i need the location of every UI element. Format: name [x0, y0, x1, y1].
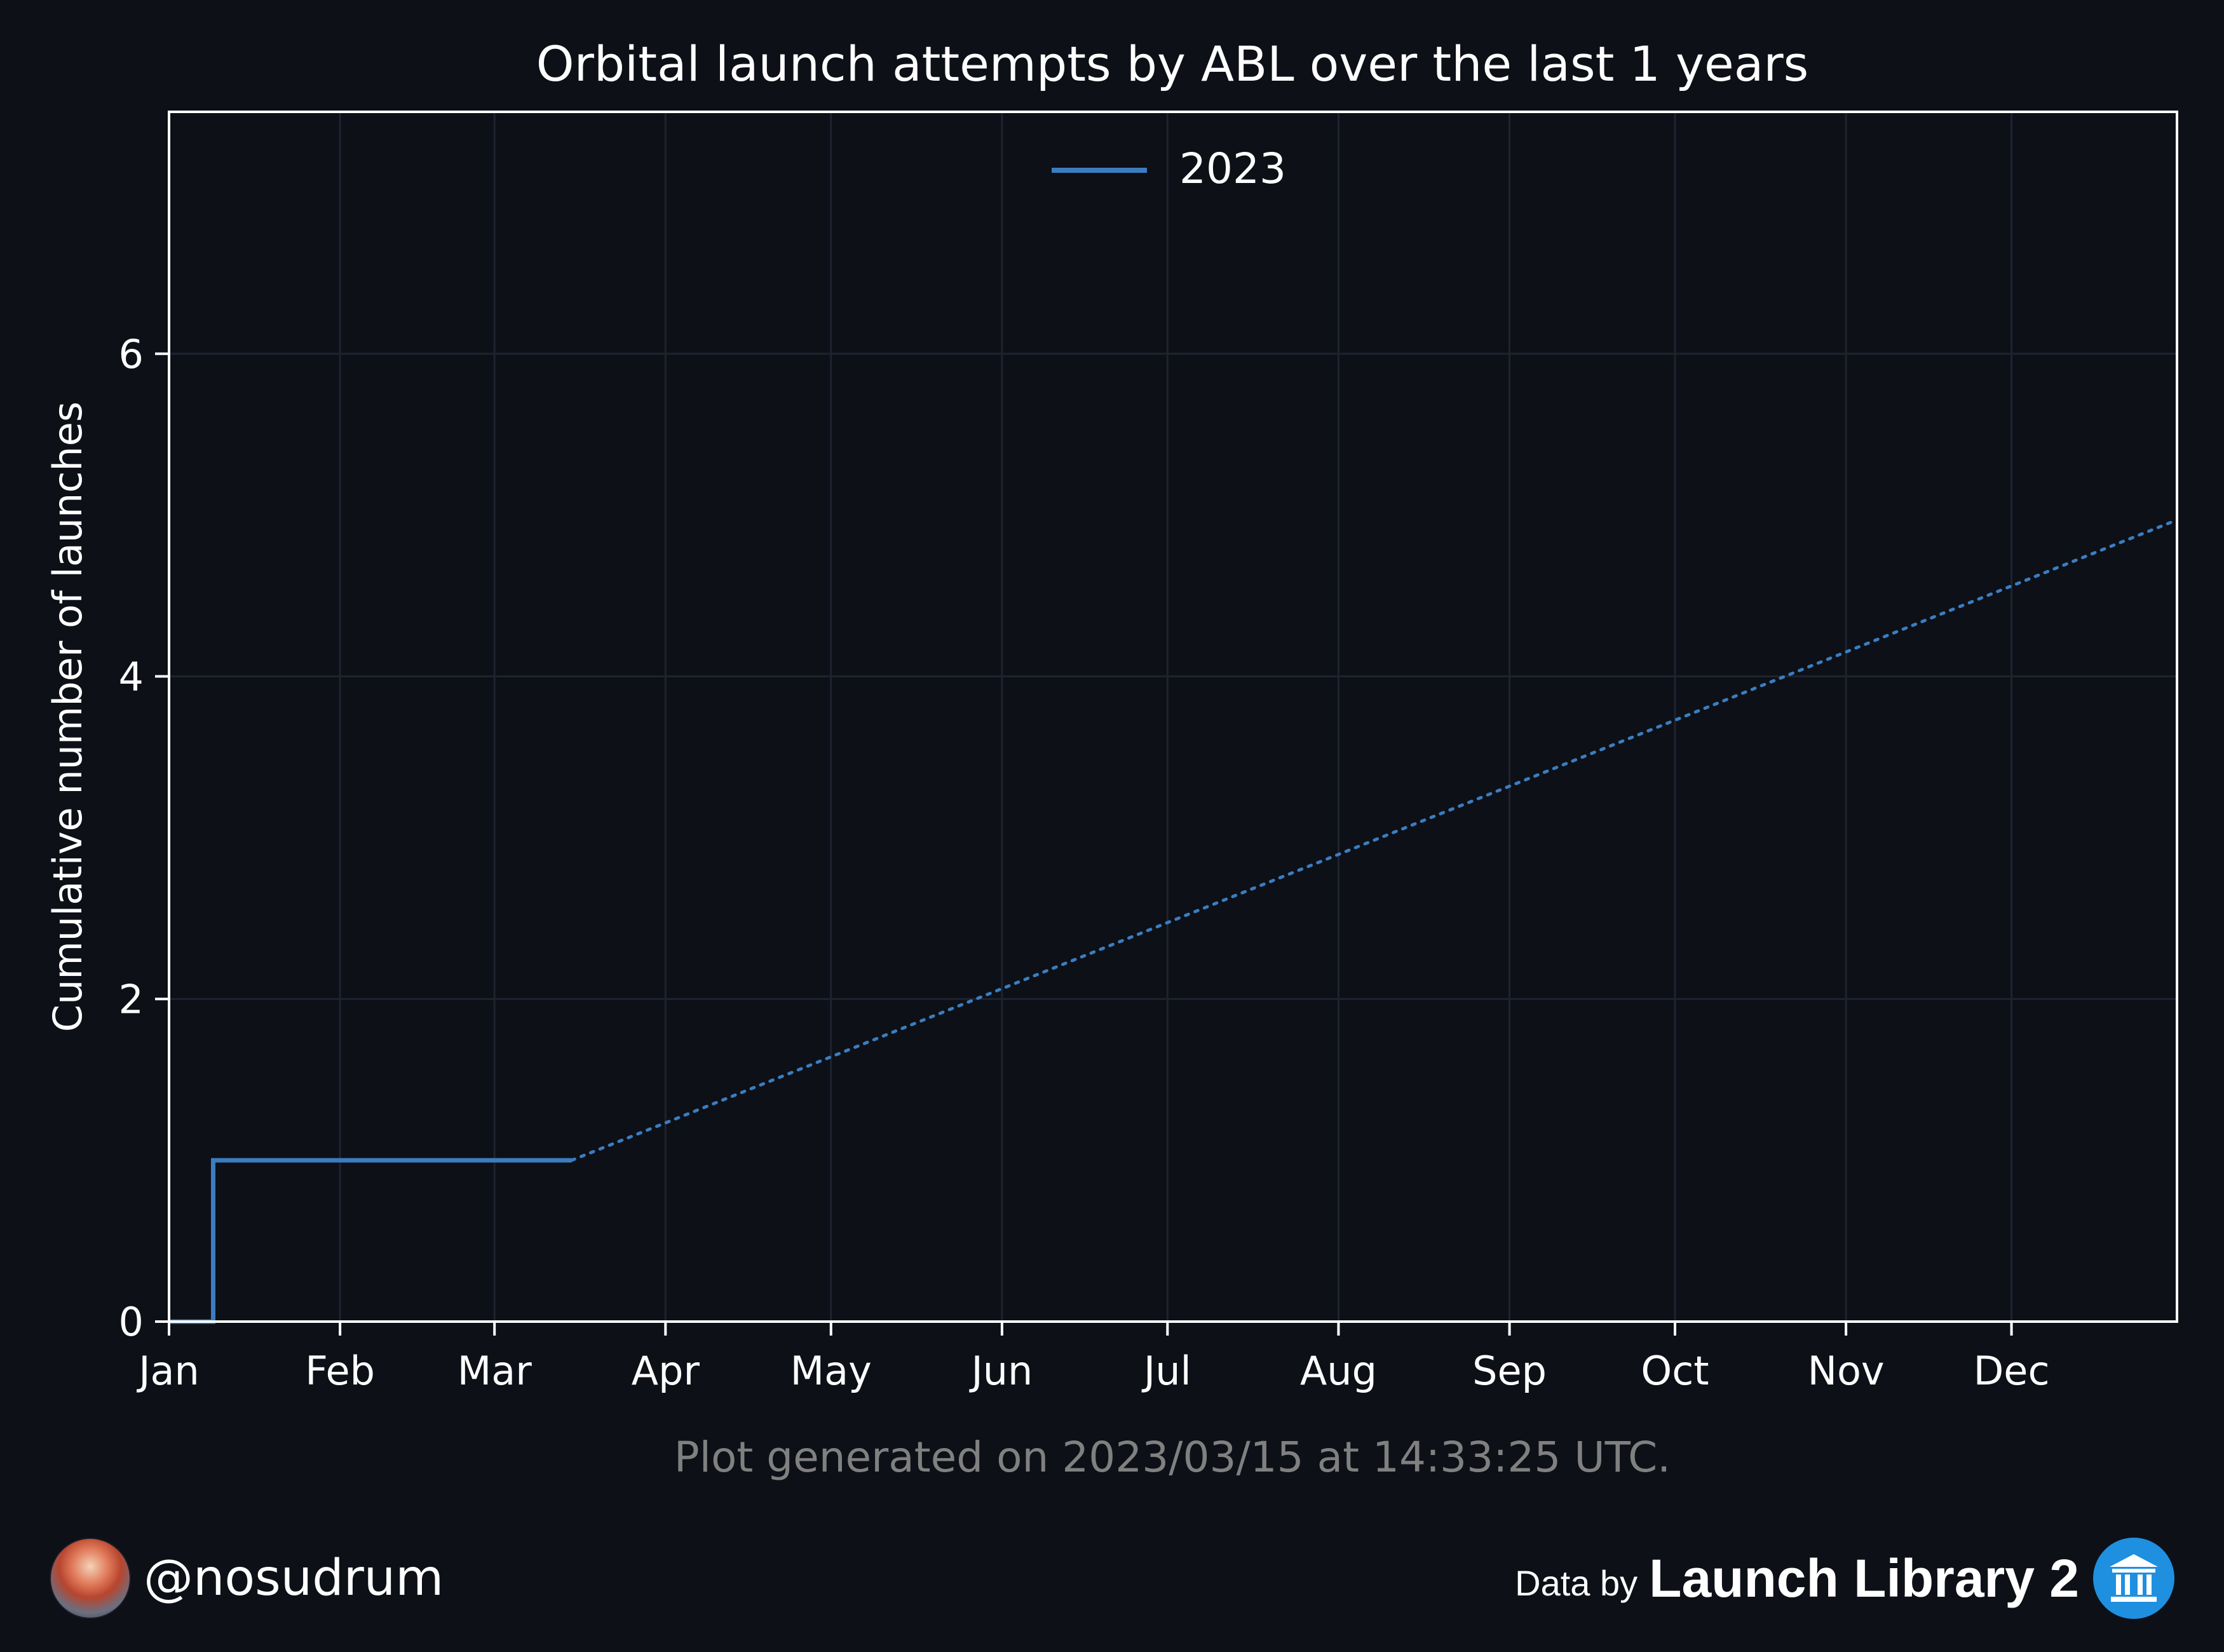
y-axis: 0 2 4 6 [119, 331, 169, 1345]
series-line-2023 [169, 1158, 572, 1324]
x-tick-label: Jan [136, 1348, 200, 1394]
series-projection-line [570, 518, 2179, 1162]
x-tick-label: Jul [1141, 1348, 1191, 1394]
x-axis: Jan Feb Mar Apr May Jun Jul Aug Sep Oct Nov Dec [136, 1322, 2050, 1394]
footnote: Plot generated on 2023/03/15 at 14:33:25… [674, 1433, 1671, 1482]
y-tick-label: 4 [119, 654, 144, 700]
astronaut-avatar-icon [51, 1539, 130, 1618]
plot-frame [168, 111, 2178, 1323]
x-tick-label: Sep [1472, 1348, 1547, 1394]
legend: 2023 [1052, 144, 1286, 193]
y-axis-label: Cumulative number of launches [44, 402, 91, 1032]
x-tick-label: Dec [1974, 1348, 2050, 1394]
handle-label: @nosudrum [144, 1550, 444, 1607]
x-tick-label: May [790, 1348, 872, 1394]
launch-library-logo-icon [2093, 1538, 2174, 1619]
x-tick-label: Apr [632, 1348, 700, 1394]
x-tick-label: Mar [458, 1348, 532, 1394]
y-tick-label: 6 [119, 331, 144, 377]
x-tick-label: Aug [1300, 1348, 1377, 1394]
x-tick-label: Oct [1641, 1348, 1709, 1394]
credit-prefix: Data by [1515, 1562, 1638, 1603]
y-tick-label: 0 [119, 1299, 144, 1345]
series-lines [169, 518, 2179, 1324]
credit-name: Launch Library 2 [1649, 1548, 2079, 1608]
x-tick-label: Feb [305, 1348, 375, 1394]
grid [169, 112, 2177, 1322]
legend-label-2023: 2023 [1179, 144, 1286, 193]
chart-title: Orbital launch attempts by ABL over the … [536, 36, 1808, 92]
y-tick-label: 2 [119, 976, 144, 1022]
author-handle: @nosudrum [51, 1534, 444, 1623]
building-icon [2110, 1554, 2158, 1602]
x-tick-label: Nov [1808, 1348, 1885, 1394]
x-tick-label: Jun [968, 1348, 1033, 1394]
data-credit: Data by Launch Library 2 [1515, 1534, 2174, 1623]
